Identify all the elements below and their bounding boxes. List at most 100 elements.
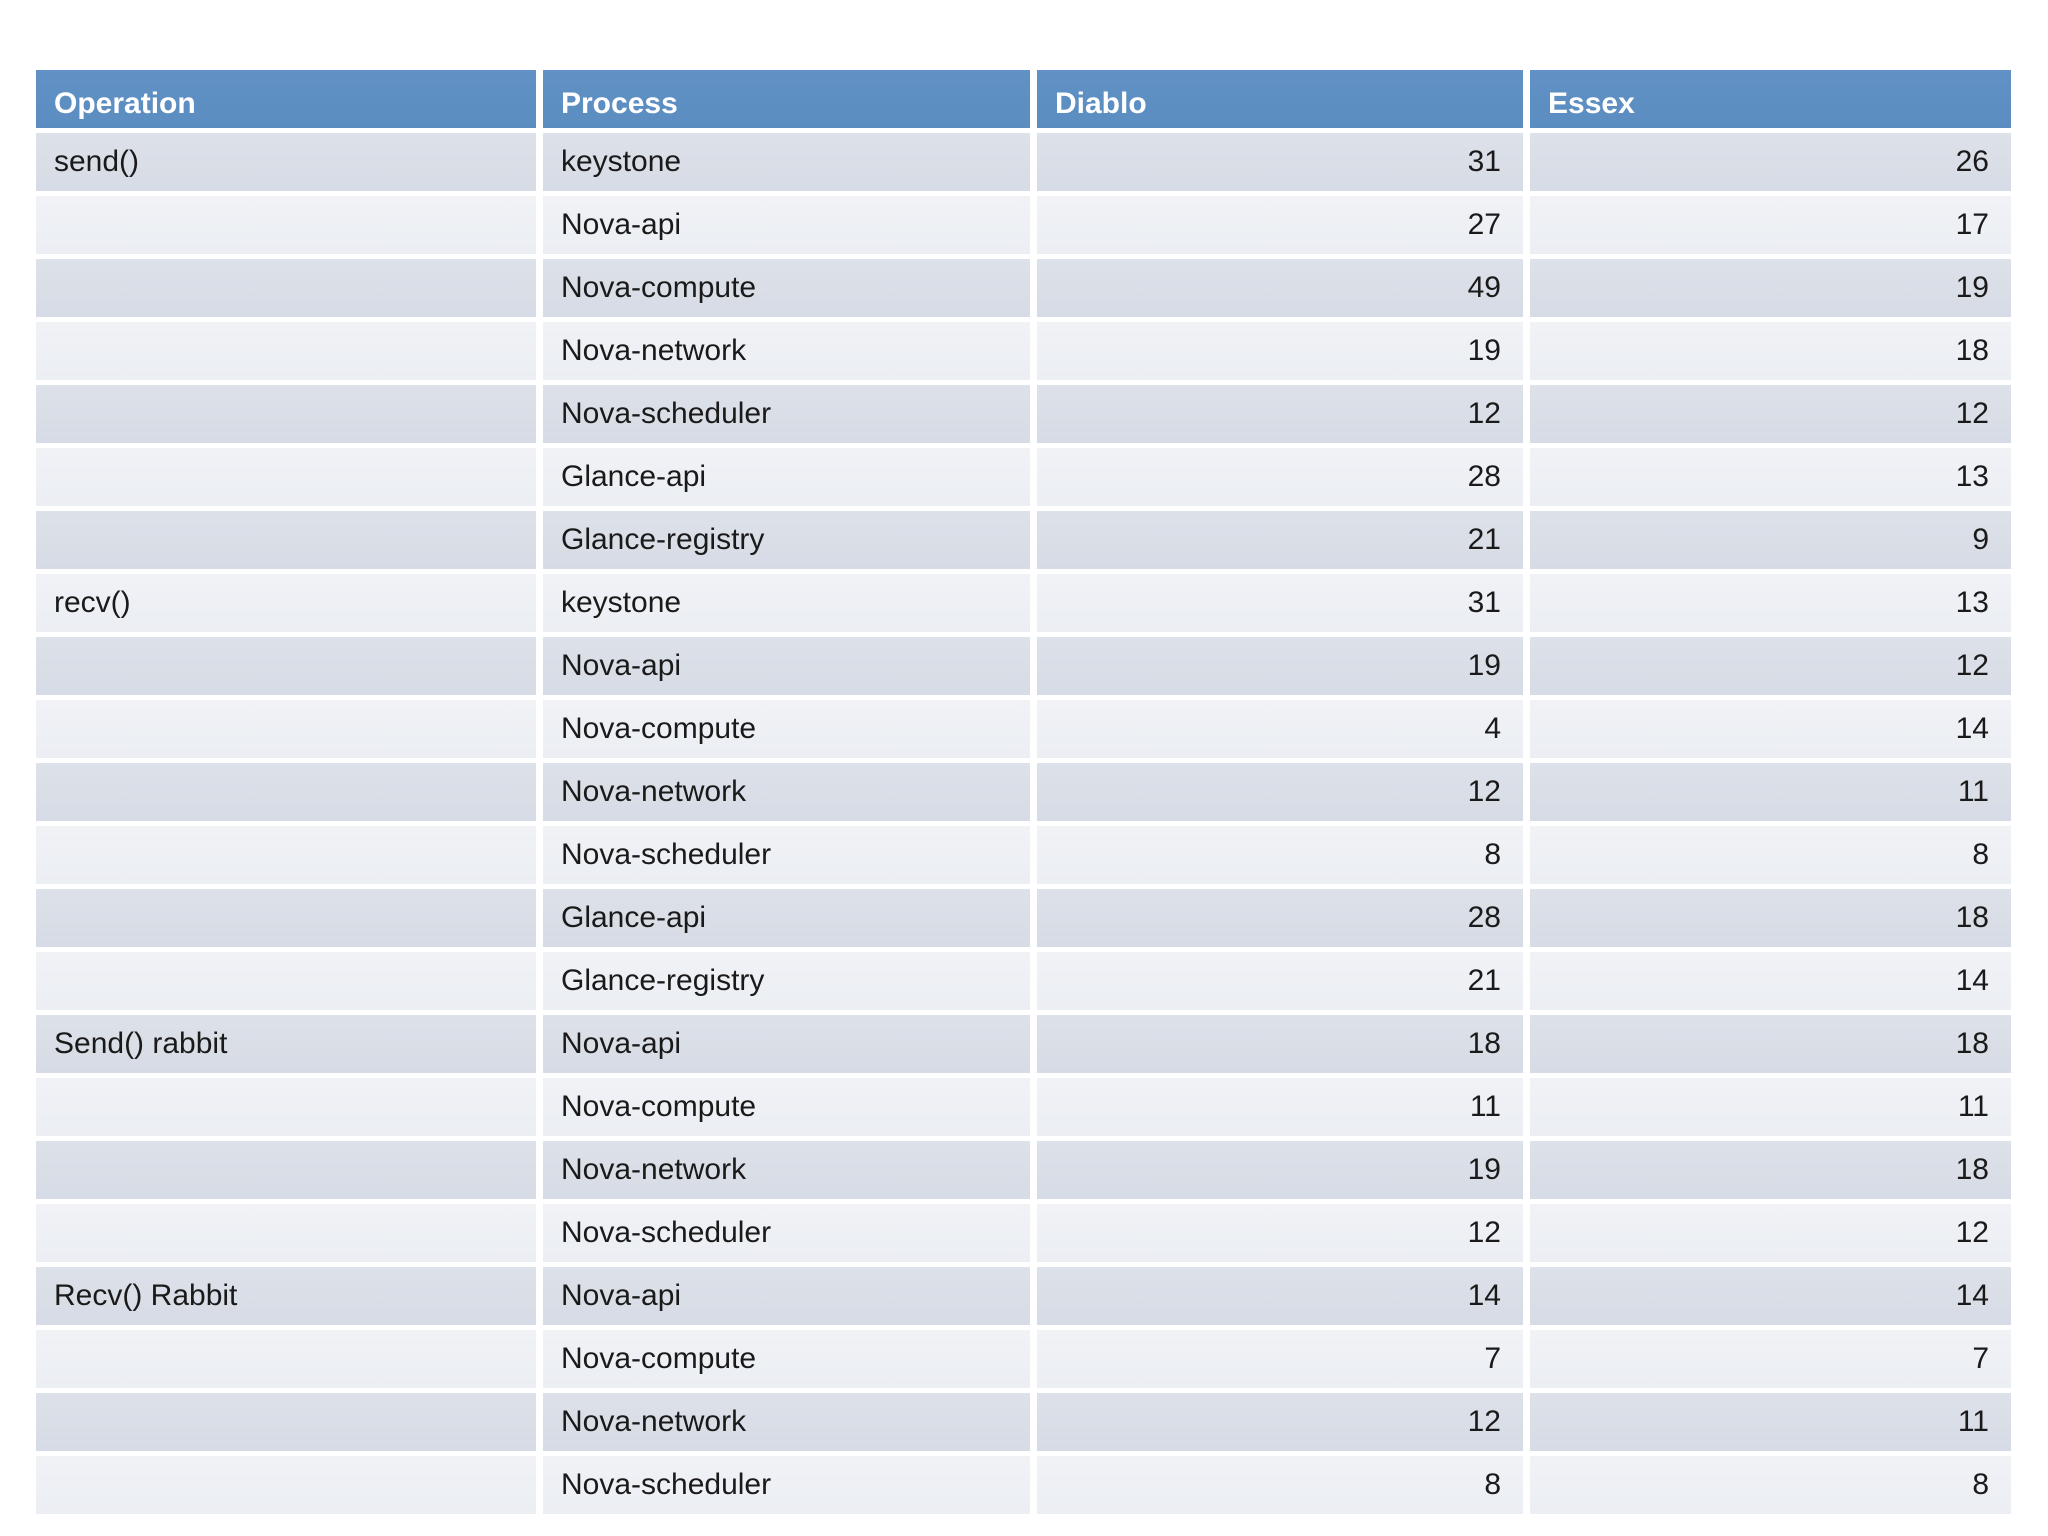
diablo-value-cell: 49: [1037, 259, 1523, 317]
table-row: Nova-network 19 18: [36, 322, 2011, 380]
operation-cell: [36, 952, 536, 1010]
diablo-value-cell: 12: [1037, 1393, 1523, 1451]
column-header-operation: Operation: [36, 70, 536, 128]
process-cell: Nova-api: [543, 1267, 1030, 1325]
process-cell: Nova-compute: [543, 259, 1030, 317]
operation-cell: [36, 322, 536, 380]
process-cell: Glance-registry: [543, 952, 1030, 1010]
diablo-value-cell: 12: [1037, 385, 1523, 443]
essex-value-cell: 12: [1530, 1204, 2011, 1262]
essex-value-cell: 18: [1530, 1141, 2011, 1199]
table-row: Nova-api 27 17: [36, 196, 2011, 254]
table-row: Nova-api 19 12: [36, 637, 2011, 695]
operation-cell: [36, 1078, 536, 1136]
process-cell: Nova-network: [543, 1393, 1030, 1451]
table-row: Nova-scheduler 8 8: [36, 826, 2011, 884]
operation-cell: [36, 637, 536, 695]
table-row: Nova-network 12 11: [36, 1393, 2011, 1451]
diablo-value-cell: 18: [1037, 1015, 1523, 1073]
diablo-value-cell: 12: [1037, 763, 1523, 821]
table-row: Nova-scheduler 12 12: [36, 1204, 2011, 1262]
operation-cell: [36, 763, 536, 821]
process-cell: Nova-compute: [543, 1078, 1030, 1136]
process-cell: Glance-api: [543, 889, 1030, 947]
process-cell: Nova-api: [543, 637, 1030, 695]
essex-value-cell: 8: [1530, 1456, 2011, 1514]
essex-value-cell: 14: [1530, 700, 2011, 758]
process-cell: Nova-api: [543, 196, 1030, 254]
data-table: Operation Process Diablo Essex send() key…: [36, 70, 2011, 1519]
table-row: Nova-compute 4 14: [36, 700, 2011, 758]
process-cell: Glance-api: [543, 448, 1030, 506]
operation-cell: [36, 826, 536, 884]
table-row: Nova-network 19 18: [36, 1141, 2011, 1199]
column-header-diablo: Diablo: [1037, 70, 1523, 128]
essex-value-cell: 18: [1530, 322, 2011, 380]
process-cell: keystone: [543, 574, 1030, 632]
diablo-value-cell: 21: [1037, 511, 1523, 569]
operation-cell: [36, 385, 536, 443]
essex-value-cell: 19: [1530, 259, 2011, 317]
operation-cell: [36, 1393, 536, 1451]
essex-value-cell: 26: [1530, 133, 2011, 191]
table-body: send() keystone 31 26 Nova-api 27 17 Nova-compu…: [36, 133, 2011, 1514]
operation-cell: [36, 1141, 536, 1199]
essex-value-cell: 12: [1530, 637, 2011, 695]
diablo-value-cell: 8: [1037, 1456, 1523, 1514]
operation-cell: [36, 196, 536, 254]
process-cell: Nova-scheduler: [543, 1456, 1030, 1514]
process-cell: Nova-compute: [543, 1330, 1030, 1388]
diablo-value-cell: 19: [1037, 1141, 1523, 1199]
process-cell: Nova-network: [543, 763, 1030, 821]
diablo-value-cell: 8: [1037, 826, 1523, 884]
diablo-value-cell: 27: [1037, 196, 1523, 254]
diablo-value-cell: 7: [1037, 1330, 1523, 1388]
diablo-value-cell: 19: [1037, 322, 1523, 380]
essex-value-cell: 18: [1530, 1015, 2011, 1073]
operation-cell: [36, 700, 536, 758]
table-row: Glance-api 28 18: [36, 889, 2011, 947]
essex-value-cell: 13: [1530, 448, 2011, 506]
process-cell: Nova-scheduler: [543, 826, 1030, 884]
table-row: Nova-compute 11 11: [36, 1078, 2011, 1136]
diablo-value-cell: 31: [1037, 133, 1523, 191]
table-row: Nova-network 12 11: [36, 763, 2011, 821]
operation-cell: Send() rabbit: [36, 1015, 536, 1073]
essex-value-cell: 13: [1530, 574, 2011, 632]
operation-cell: [36, 1204, 536, 1262]
essex-value-cell: 9: [1530, 511, 2011, 569]
process-cell: Nova-scheduler: [543, 385, 1030, 443]
essex-value-cell: 8: [1530, 826, 2011, 884]
process-cell: Nova-network: [543, 1141, 1030, 1199]
operation-cell: [36, 511, 536, 569]
table-row: Nova-compute 49 19: [36, 259, 2011, 317]
diablo-value-cell: 31: [1037, 574, 1523, 632]
diablo-value-cell: 19: [1037, 637, 1523, 695]
column-header-essex: Essex: [1530, 70, 2011, 128]
column-header-process: Process: [543, 70, 1030, 128]
table-row: Send() rabbit Nova-api 18 18: [36, 1015, 2011, 1073]
diablo-value-cell: 11: [1037, 1078, 1523, 1136]
table-row: Glance-registry 21 9: [36, 511, 2011, 569]
essex-value-cell: 7: [1530, 1330, 2011, 1388]
diablo-value-cell: 4: [1037, 700, 1523, 758]
process-cell: Nova-api: [543, 1015, 1030, 1073]
table-row: send() keystone 31 26: [36, 133, 2011, 191]
operation-cell: [36, 889, 536, 947]
operation-cell: [36, 448, 536, 506]
process-cell: Nova-scheduler: [543, 1204, 1030, 1262]
process-cell: Glance-registry: [543, 511, 1030, 569]
table-row: Glance-api 28 13: [36, 448, 2011, 506]
operation-cell: recv(): [36, 574, 536, 632]
operation-cell: Recv() Rabbit: [36, 1267, 536, 1325]
diablo-value-cell: 21: [1037, 952, 1523, 1010]
process-cell: keystone: [543, 133, 1030, 191]
essex-value-cell: 18: [1530, 889, 2011, 947]
operation-cell: [36, 1456, 536, 1514]
diablo-value-cell: 12: [1037, 1204, 1523, 1262]
table-header-row: Operation Process Diablo Essex: [36, 70, 2011, 128]
essex-value-cell: 12: [1530, 385, 2011, 443]
operation-cell: [36, 259, 536, 317]
process-cell: Nova-network: [543, 322, 1030, 380]
